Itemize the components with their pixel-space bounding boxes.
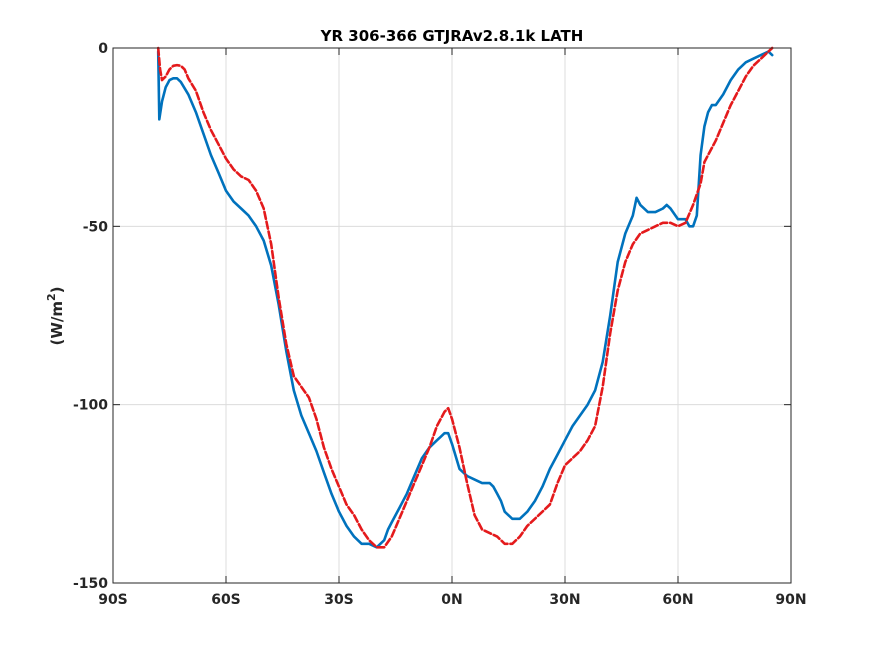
- y-tick-labels: 0 -50 -100 -150: [73, 41, 108, 592]
- tick-marks: [112, 47, 792, 584]
- y-tick-label: -150: [73, 576, 108, 592]
- x-tick-label: 60N: [662, 592, 693, 608]
- y-tick-label: -50: [83, 219, 109, 235]
- x-tick-labels: 90S 60S 30S 0N 30N 60N 90N: [98, 592, 806, 608]
- series-line-1: [156, 50, 774, 549]
- series-line-2: [156, 46, 774, 549]
- series-lines: [156, 46, 774, 549]
- x-tick-label: 30N: [549, 592, 580, 608]
- y-axis-label: (W/m2): [45, 286, 66, 345]
- x-tick-label: 30S: [324, 592, 354, 608]
- y-tick-label: 0: [98, 41, 108, 57]
- grid-lines: [113, 48, 791, 583]
- x-tick-label: 0N: [441, 592, 462, 608]
- x-tick-label: 60S: [211, 592, 241, 608]
- y-tick-label: -100: [73, 398, 108, 414]
- x-tick-label: 90N: [775, 592, 806, 608]
- x-tick-label: 90S: [98, 592, 128, 608]
- chart-title: YR 306-366 GTJRAv2.8.1k LATH: [320, 27, 584, 45]
